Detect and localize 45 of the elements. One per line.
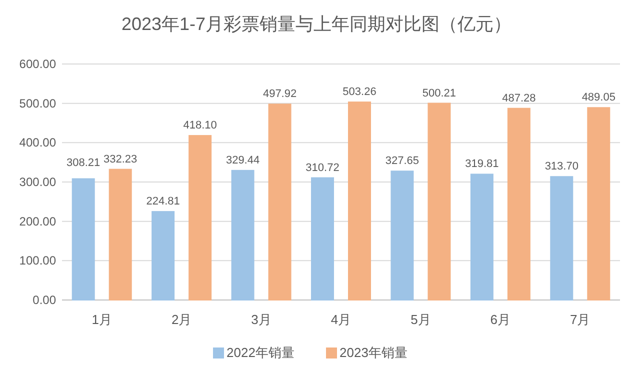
x-tick-label: 6月 xyxy=(490,312,511,327)
bar xyxy=(348,102,371,300)
bar xyxy=(72,178,95,300)
data-label: 500.21 xyxy=(422,87,456,100)
data-label: 497.92 xyxy=(262,88,297,100)
bar xyxy=(507,108,530,300)
chart-title: 2023年1-7月彩票销量与上年同期对比图（亿元） xyxy=(121,14,512,34)
data-label: 503.26 xyxy=(342,86,376,98)
bar xyxy=(390,170,414,300)
x-tick-label: 3月 xyxy=(251,312,272,327)
bar xyxy=(268,104,292,300)
y-tick-label: 300.00 xyxy=(19,175,56,189)
data-label: 332.23 xyxy=(104,153,138,166)
data-label: 487.28 xyxy=(502,92,536,104)
x-tick-label: 4月 xyxy=(330,312,352,327)
data-label: 489.05 xyxy=(582,92,616,104)
data-label: 327.65 xyxy=(385,155,420,168)
bar xyxy=(188,135,212,300)
data-label: 308.21 xyxy=(66,156,100,169)
bar xyxy=(550,176,574,300)
data-label: 313.70 xyxy=(544,160,578,173)
y-tick-label: 100.00 xyxy=(19,254,56,268)
data-label: 310.72 xyxy=(306,162,340,174)
legend-label: 2022年销量 xyxy=(226,345,294,360)
y-tick-label: 500.00 xyxy=(19,96,56,110)
y-tick-label: 0.00 xyxy=(32,293,56,307)
bar xyxy=(470,174,494,300)
data-label: 319.81 xyxy=(465,158,499,170)
data-label: 224.81 xyxy=(146,196,180,208)
legend-label: 2023年销量 xyxy=(340,345,408,360)
x-tick-label: 7月 xyxy=(570,312,590,327)
x-tick-label: 2月 xyxy=(171,312,192,327)
bar xyxy=(152,211,175,300)
y-tick-label: 400.00 xyxy=(19,136,56,150)
data-label: 418.10 xyxy=(183,120,217,132)
bar xyxy=(311,177,334,300)
x-tick-label: 5月 xyxy=(410,312,431,327)
x-tick-label: 1月 xyxy=(92,312,112,327)
data-label: 329.44 xyxy=(226,154,260,166)
bar xyxy=(428,102,451,300)
y-tick-label: 200.00 xyxy=(19,214,56,228)
bar xyxy=(108,168,132,300)
bar xyxy=(587,107,610,300)
y-tick-label: 600.00 xyxy=(19,57,56,71)
bar xyxy=(231,170,254,300)
